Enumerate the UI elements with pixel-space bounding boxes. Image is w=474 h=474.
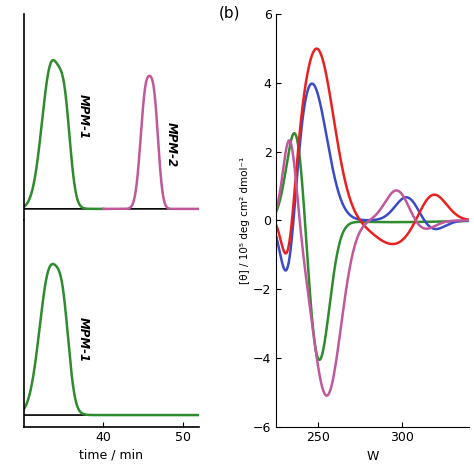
X-axis label: time / min: time / min — [79, 448, 143, 462]
Text: (b): (b) — [219, 6, 240, 21]
X-axis label: W: W — [366, 450, 379, 463]
Text: MPM-1: MPM-1 — [77, 93, 90, 139]
Text: MPM-2: MPM-2 — [164, 122, 178, 167]
Text: MPM-1: MPM-1 — [77, 317, 90, 362]
Y-axis label: [θ] / 10⁵ deg cm² dmol⁻¹: [θ] / 10⁵ deg cm² dmol⁻¹ — [240, 157, 250, 284]
